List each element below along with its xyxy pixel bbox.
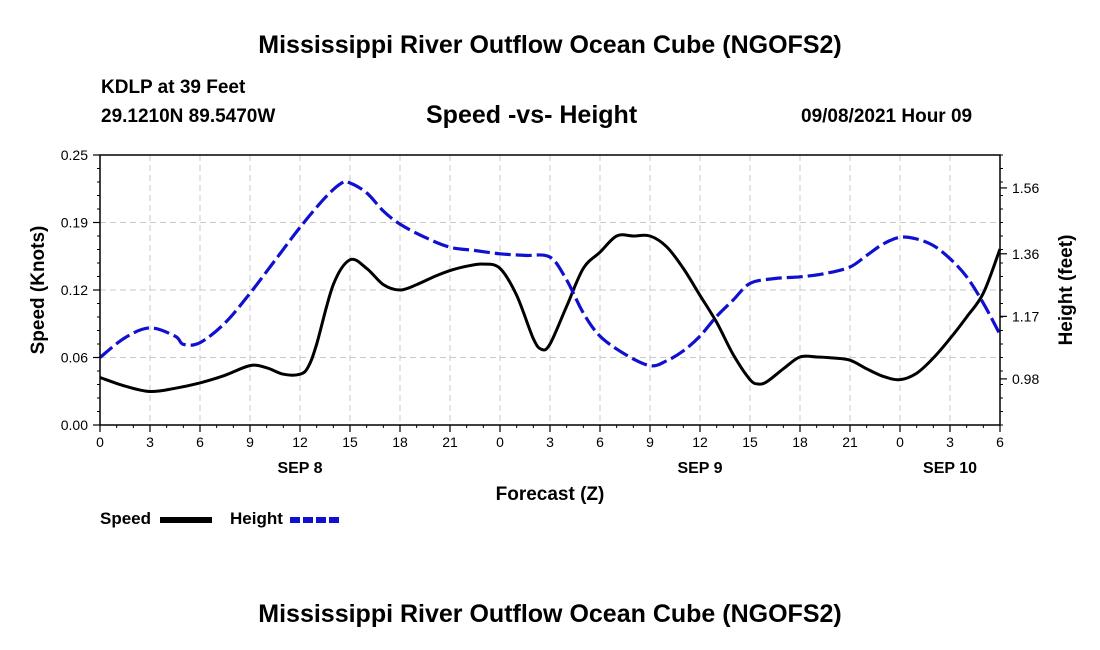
coordinates-label: 29.1210N 89.5470W — [101, 106, 276, 127]
y-left-tick-label: 0.00 — [61, 417, 88, 433]
grid-lines — [100, 155, 1000, 425]
chart-title: Mississippi River Outflow Ocean Cube (NG… — [258, 31, 842, 59]
x-tick-label: 6 — [996, 434, 1004, 450]
x-tick-label: 12 — [292, 434, 308, 450]
x-tick-label: 12 — [692, 434, 708, 450]
y-right-tick-label: 0.98 — [1012, 371, 1039, 387]
chart-subtitle: Speed -vs- Height — [426, 101, 638, 129]
x-tick-label: 18 — [792, 434, 808, 450]
forecast-datetime: 09/08/2021 Hour 09 — [801, 106, 973, 127]
axis-tick-labels: 0 3 6 9 12 15 18 21 0 3 6 9 12 15 18 21 0 3 6 SEP 8 SEP 9 SEP… — [61, 147, 1040, 477]
x-tick-label: 9 — [646, 434, 654, 450]
height-series-line — [98, 179, 1002, 368]
series-layer — [98, 179, 1002, 394]
y-left-tick-label: 0.19 — [61, 215, 88, 231]
x-tick-label: 3 — [546, 434, 554, 450]
y-right-tick-label: 1.36 — [1012, 246, 1039, 262]
x-tick-label: 0 — [496, 434, 504, 450]
x-tick-label: 15 — [742, 434, 758, 450]
x-tick-label: 21 — [442, 434, 458, 450]
x-tick-label: 15 — [342, 434, 358, 450]
date-label: SEP 10 — [923, 460, 977, 477]
x-tick-label: 21 — [842, 434, 858, 450]
x-tick-label: 18 — [392, 434, 408, 450]
x-tick-label: 3 — [946, 434, 954, 450]
speed-series-line — [99, 233, 1002, 394]
y-right-tick-label: 1.56 — [1012, 180, 1039, 196]
legend-speed-label: Speed — [100, 509, 152, 528]
y-left-tick-label: 0.12 — [61, 282, 88, 298]
y-left-tick-label: 0.25 — [61, 147, 88, 163]
x-tick-label: 6 — [196, 434, 204, 450]
x-tick-label: 0 — [896, 434, 904, 450]
y-axis-left-label: Speed (Knots) — [28, 226, 49, 355]
y-axis-right-label: Height (feet) — [1056, 235, 1077, 346]
x-tick-label: 9 — [246, 434, 254, 450]
x-tick-label: 6 — [596, 434, 604, 450]
footer-title: Mississippi River Outflow Ocean Cube (NG… — [258, 600, 842, 628]
axis-ticks — [93, 154, 1007, 432]
y-left-tick-label: 0.06 — [61, 350, 88, 366]
y-right-tick-label: 1.17 — [1012, 308, 1039, 324]
x-axis-label: Forecast (Z) — [496, 484, 605, 505]
x-tick-label: 3 — [146, 434, 154, 450]
date-label: SEP 9 — [677, 460, 722, 477]
x-tick-label: 0 — [96, 434, 104, 450]
station-label: KDLP at 39 Feet — [101, 77, 246, 98]
legend-height-label: Height — [230, 509, 283, 528]
date-label: SEP 8 — [277, 460, 322, 477]
